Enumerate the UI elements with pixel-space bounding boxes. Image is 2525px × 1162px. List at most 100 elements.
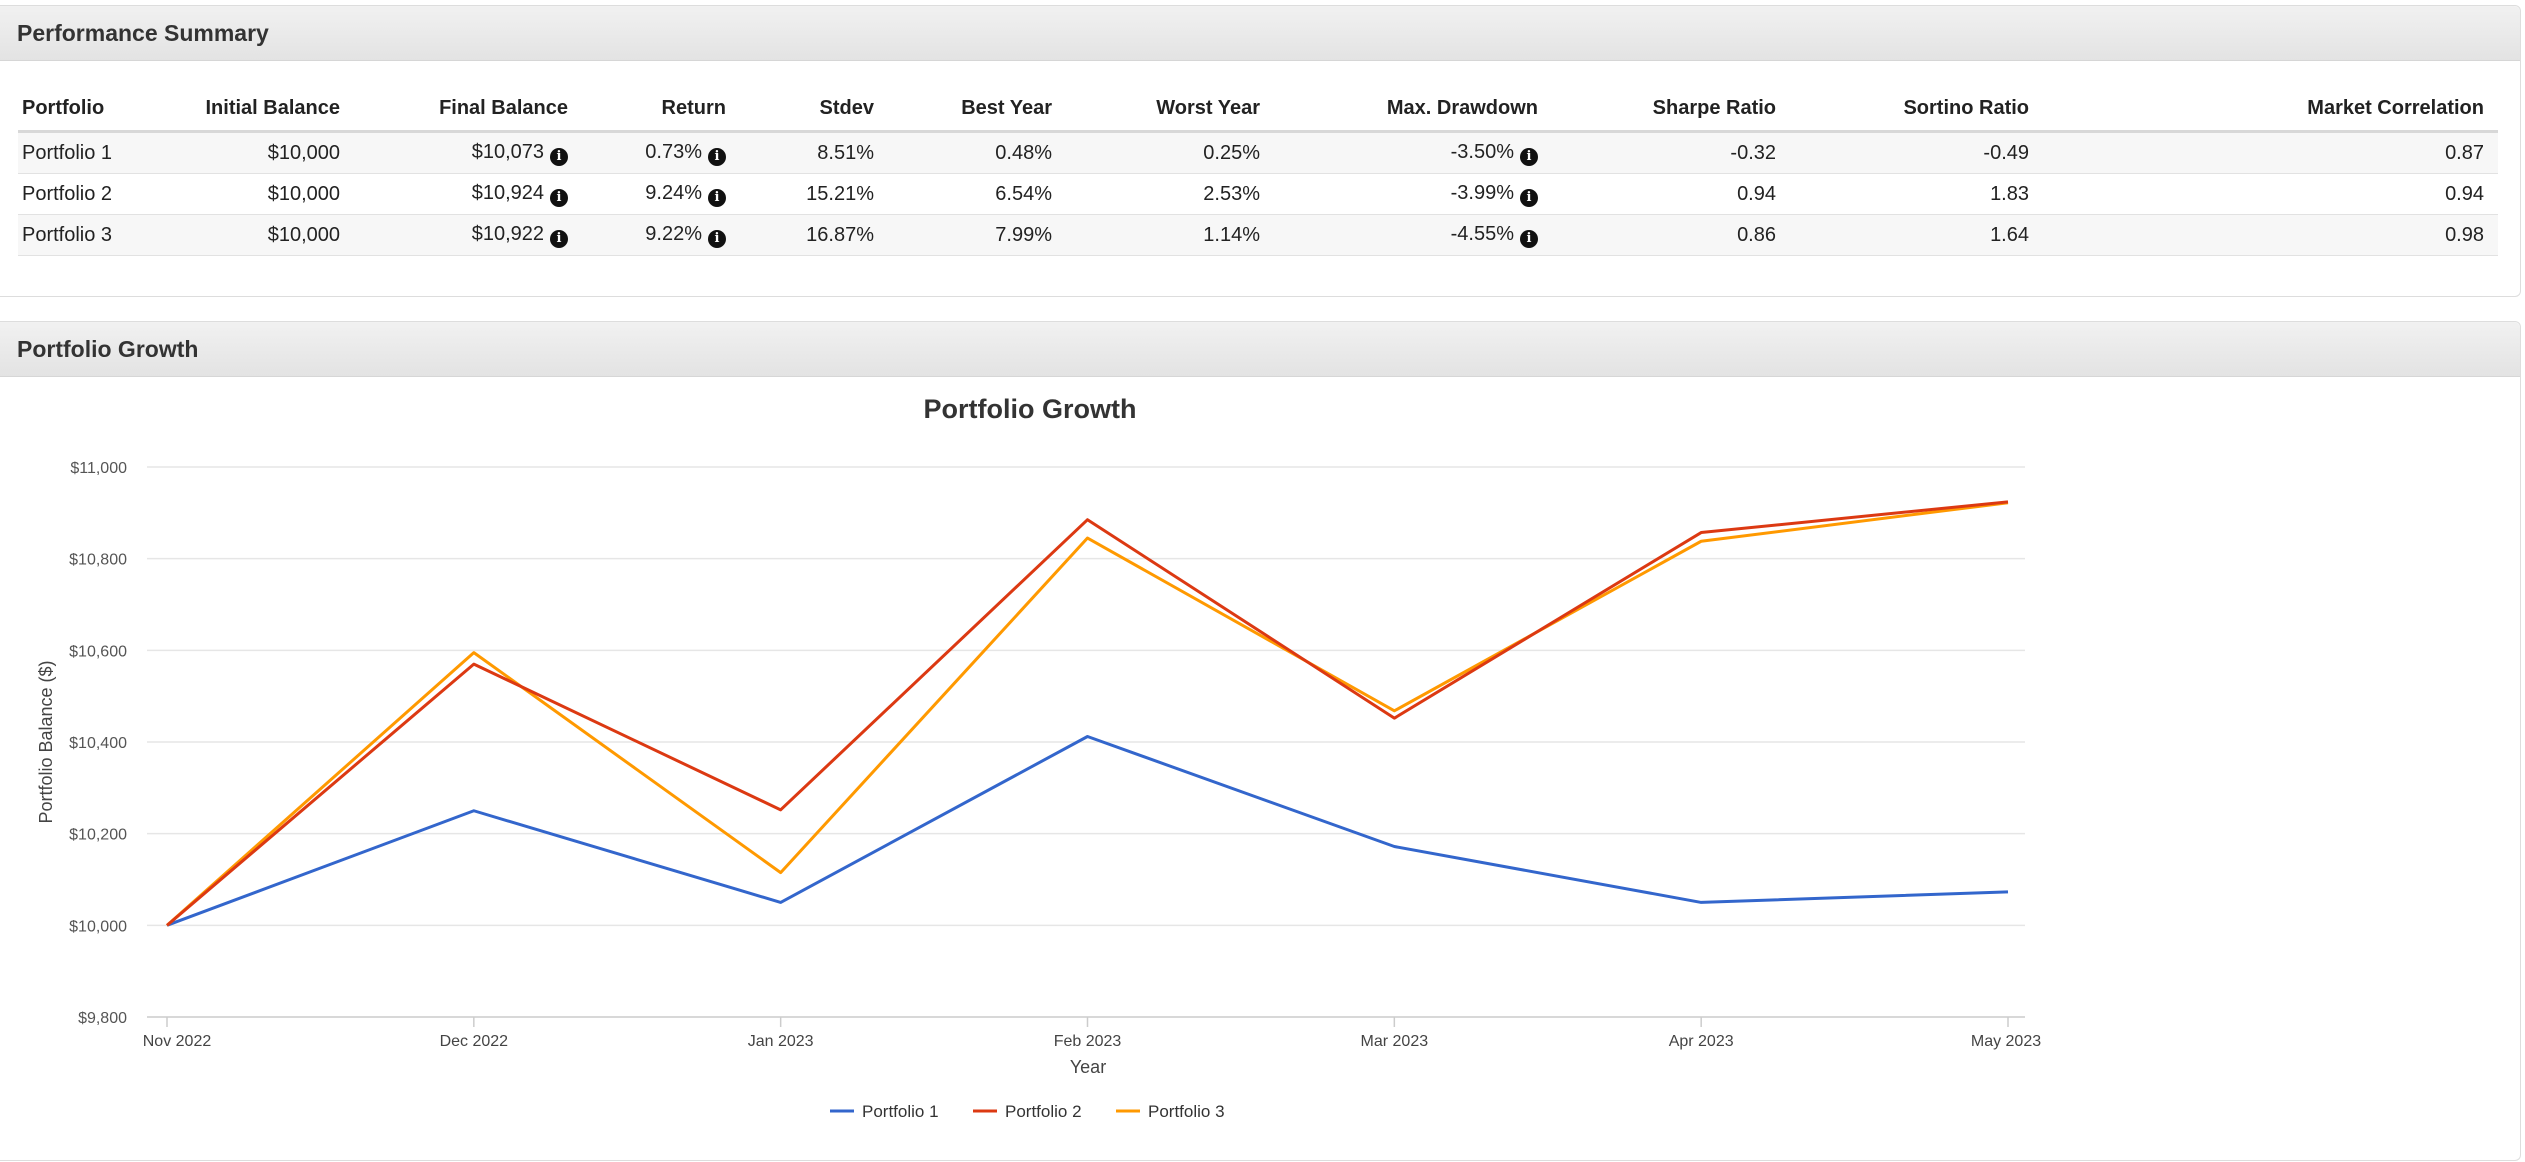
cell-value: 0.87 [2445, 141, 2484, 164]
cell-value: -4.55% [1450, 222, 1514, 245]
series-line-portfolio-3 [166, 501, 2009, 927]
cell-value: 8.51% [817, 141, 874, 164]
cell-sortino: 1.64 [1790, 214, 2043, 256]
cell-sortino: -0.49 [1790, 131, 2043, 174]
table-header-row: Portfolio Initial Balance Final Balance … [18, 86, 2498, 133]
column-header: Best Year [888, 86, 1066, 133]
performance-summary-panel: Performance Summary Portfolio Initial Ba… [0, 5, 2521, 297]
portfolio-growth-panel: Portfolio Growth Portfolio Growth $9,800 $… [0, 321, 2521, 1161]
cell-sharpe: 0.94 [1552, 173, 1790, 215]
cell-value: Portfolio 3 [22, 223, 113, 246]
info-icon[interactable]: i [550, 188, 568, 207]
cell-portfolio: Portfolio 1 [18, 131, 166, 174]
table-row: Portfolio 1 $10,000 $10,073 i 0.73% i 8.51% 0.4… [18, 131, 2498, 174]
cell-value: 1.83 [1990, 182, 2029, 205]
cell-initial: $10,000 [166, 173, 354, 215]
info-icon[interactable]: i [1520, 188, 1538, 207]
cell-value: 6.54% [995, 182, 1052, 205]
legend-item-portfolio-1: Portfolio 1 [862, 1102, 939, 1121]
y-tick-label: $10,800 [69, 552, 127, 569]
info-icon[interactable]: i [708, 229, 726, 248]
x-tick-label: Dec 2022 [440, 1033, 509, 1050]
chart-svg: Portfolio Growth $9,800 $10,000 $10,200 $10,… [36, 394, 2041, 1121]
cell-value: $10,000 [267, 223, 340, 246]
info-icon[interactable]: i [550, 229, 568, 248]
cell-value: 16.87% [806, 223, 874, 246]
column-header: Stdev [740, 86, 888, 133]
cell-portfolio: Portfolio 2 [18, 173, 166, 215]
cell-value: $10,924 [471, 181, 544, 204]
cell-value: 0.48% [995, 141, 1052, 164]
cell-value: $10,000 [267, 141, 340, 164]
x-tick-label: May 2023 [1971, 1033, 2041, 1050]
column-header: Return [582, 86, 740, 133]
x-tick-label: Apr 2023 [1669, 1033, 1734, 1050]
cell-value: 0.98 [2445, 223, 2484, 246]
table-row: Portfolio 3 $10,000 $10,922 i 9.22% i 16.87% 7.… [18, 214, 2498, 256]
cell-value: 0.25% [1203, 141, 1260, 164]
cell-stdev: 16.87% [740, 214, 888, 256]
cell-value: -3.50% [1450, 140, 1514, 163]
info-icon[interactable]: i [550, 147, 568, 166]
column-header: Sortino Ratio [1790, 86, 2043, 133]
cell-ret: 0.73% i [582, 131, 740, 174]
table-row: Portfolio 2 $10,000 $10,924 i 9.24% i 15.21% 6.… [18, 173, 2498, 215]
cell-final: $10,073 i [354, 131, 582, 174]
performance-summary-heading: Performance Summary [0, 6, 2520, 61]
cell-corr: 0.98 [2043, 214, 2498, 256]
cell-best: 7.99% [888, 214, 1066, 256]
portfolio-growth-heading: Portfolio Growth [0, 322, 2520, 377]
cell-value: Portfolio 2 [22, 182, 113, 205]
legend-item-portfolio-2: Portfolio 2 [1005, 1102, 1082, 1121]
cell-value: 0.73% [645, 140, 702, 163]
column-header: Final Balance [354, 86, 582, 133]
cell-value: $10,922 [471, 222, 544, 245]
column-header: Max. Drawdown [1274, 86, 1552, 133]
cell-drawdown: -3.50% i [1274, 131, 1552, 174]
cell-stdev: 15.21% [740, 173, 888, 215]
cell-sortino: 1.83 [1790, 173, 2043, 215]
cell-drawdown: -3.99% i [1274, 173, 1552, 215]
cell-worst: 0.25% [1066, 131, 1274, 174]
column-header: Market Correlation [2043, 86, 2498, 133]
cell-value: $10,000 [267, 182, 340, 205]
y-tick-label: $10,600 [69, 643, 127, 660]
cell-best: 6.54% [888, 173, 1066, 215]
y-tick-label: $10,200 [69, 827, 127, 844]
cell-ret: 9.22% i [582, 214, 740, 256]
cell-value: 1.14% [1203, 223, 1260, 246]
info-icon[interactable]: i [708, 147, 726, 166]
cell-corr: 0.87 [2043, 131, 2498, 174]
series-line-portfolio-1 [166, 735, 2009, 927]
cell-final: $10,924 i [354, 173, 582, 215]
cell-value: Portfolio 1 [22, 141, 113, 164]
x-axis-label: Year [1070, 1057, 1106, 1077]
cell-value: 15.21% [806, 182, 874, 205]
info-icon[interactable]: i [1520, 147, 1538, 166]
info-icon[interactable]: i [708, 188, 726, 207]
y-axis-label: Portfolio Balance ($) [36, 660, 56, 823]
cell-value: 9.22% [645, 222, 702, 245]
y-tick-label: $11,000 [70, 460, 127, 477]
cell-corr: 0.94 [2043, 173, 2498, 215]
cell-value: 0.86 [1737, 223, 1776, 246]
cell-best: 0.48% [888, 131, 1066, 174]
y-tick-label: $10,400 [69, 735, 127, 752]
info-icon[interactable]: i [1520, 229, 1538, 248]
cell-final: $10,922 i [354, 214, 582, 256]
column-header: Initial Balance [166, 86, 354, 133]
cell-value: $10,073 [471, 140, 544, 163]
cell-initial: $10,000 [166, 214, 354, 256]
cell-value: -3.99% [1450, 181, 1514, 204]
cell-worst: 1.14% [1066, 214, 1274, 256]
cell-portfolio: Portfolio 3 [18, 214, 166, 256]
cell-ret: 9.24% i [582, 173, 740, 215]
performance-summary-table: Portfolio Initial Balance Final Balance … [18, 86, 2498, 256]
cell-drawdown: -4.55% i [1274, 214, 1552, 256]
column-header: Portfolio [18, 86, 166, 133]
legend-item-portfolio-3: Portfolio 3 [1148, 1102, 1225, 1121]
x-tick-label: Nov 2022 [143, 1033, 212, 1050]
cell-worst: 2.53% [1066, 173, 1274, 215]
x-tick-label: Jan 2023 [748, 1033, 814, 1050]
chart-title: Portfolio Growth [924, 394, 1137, 424]
